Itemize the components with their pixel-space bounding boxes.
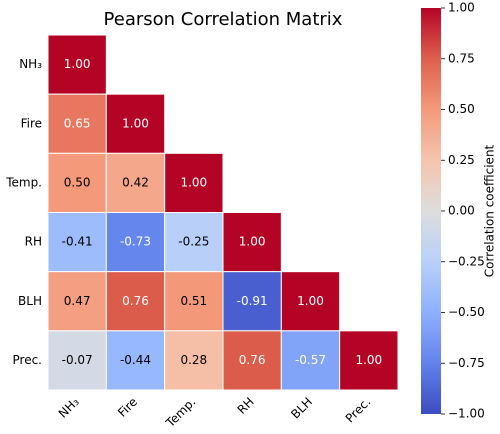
heatmap-cell bbox=[164, 271, 224, 332]
colorbar-tick-label: −0.25 bbox=[448, 254, 485, 268]
x-tick-label: RH bbox=[235, 395, 257, 417]
colorbar-tick-label: −1.00 bbox=[448, 407, 485, 421]
colorbar-tick-label: 0.75 bbox=[448, 51, 475, 65]
heatmap-cell bbox=[105, 152, 166, 213]
cell-label: 0.65 bbox=[64, 116, 91, 130]
heatmap-cell bbox=[105, 93, 166, 154]
heatmap-cell bbox=[47, 212, 107, 273]
colorbar-label: Correlation coefficient bbox=[483, 144, 497, 277]
y-tick-label: BLH bbox=[18, 294, 42, 308]
cell-label: 1.00 bbox=[355, 353, 382, 367]
colorbar bbox=[421, 8, 441, 414]
heatmap-cell bbox=[47, 271, 107, 332]
cell-label: 0.76 bbox=[239, 353, 266, 367]
heatmap-cell bbox=[105, 271, 166, 332]
colorbar-tick-label: −0.75 bbox=[448, 356, 485, 370]
cell-label: 1.00 bbox=[297, 294, 324, 308]
colorbar-tick-label: 0.50 bbox=[448, 102, 475, 116]
heatmap-cell bbox=[164, 152, 224, 213]
y-tick-label: RH bbox=[25, 235, 42, 249]
cell-label: 0.28 bbox=[180, 353, 207, 367]
chart-title: Pearson Correlation Matrix bbox=[104, 9, 343, 30]
colorbar-tick-label: −0.50 bbox=[448, 305, 485, 319]
heatmap-cell bbox=[105, 212, 166, 273]
x-tick-label: Temp. bbox=[163, 395, 199, 431]
colorbar-tick-label: 0.00 bbox=[448, 204, 475, 218]
heatmap-cell bbox=[339, 330, 399, 391]
heatmap-cell bbox=[164, 330, 224, 391]
cell-label: -0.73 bbox=[120, 235, 151, 249]
x-tick-label: NH₃ bbox=[56, 395, 82, 421]
cell-label: 0.51 bbox=[180, 294, 207, 308]
y-tick-label: NH₃ bbox=[19, 57, 42, 71]
cell-label: -0.44 bbox=[120, 353, 151, 367]
cell-label: -0.41 bbox=[62, 235, 93, 249]
cell-label: 1.00 bbox=[122, 116, 149, 130]
y-tick-label: Fire bbox=[21, 116, 42, 130]
cell-label: 1.00 bbox=[64, 57, 91, 71]
y-tick-label: Prec. bbox=[13, 353, 43, 367]
cell-label: 0.42 bbox=[122, 175, 149, 189]
x-tick-label: Prec. bbox=[343, 395, 374, 426]
cell-label: 0.50 bbox=[64, 175, 91, 189]
x-tick-label: BLH bbox=[288, 395, 315, 422]
cell-label: -0.57 bbox=[295, 353, 326, 367]
y-tick-label: Temp. bbox=[5, 175, 42, 189]
heatmap-cell bbox=[280, 271, 341, 332]
colorbar-tick-label: 0.25 bbox=[448, 153, 475, 167]
heatmap-cell bbox=[47, 34, 107, 95]
cell-label: -0.25 bbox=[178, 235, 209, 249]
cell-label: 0.76 bbox=[122, 294, 149, 308]
cell-label: 0.47 bbox=[64, 294, 91, 308]
cell-label: -0.91 bbox=[237, 294, 268, 308]
cell-label: 1.00 bbox=[180, 175, 207, 189]
x-tick-label: Fire bbox=[115, 395, 140, 420]
cell-label: -0.07 bbox=[62, 353, 93, 367]
colorbar-tick-label: 1.00 bbox=[448, 1, 475, 15]
heatmap-cell bbox=[222, 271, 282, 332]
heatmap-cell bbox=[164, 212, 224, 273]
heatmap-cell bbox=[222, 330, 282, 391]
cell-label: 1.00 bbox=[239, 235, 266, 249]
